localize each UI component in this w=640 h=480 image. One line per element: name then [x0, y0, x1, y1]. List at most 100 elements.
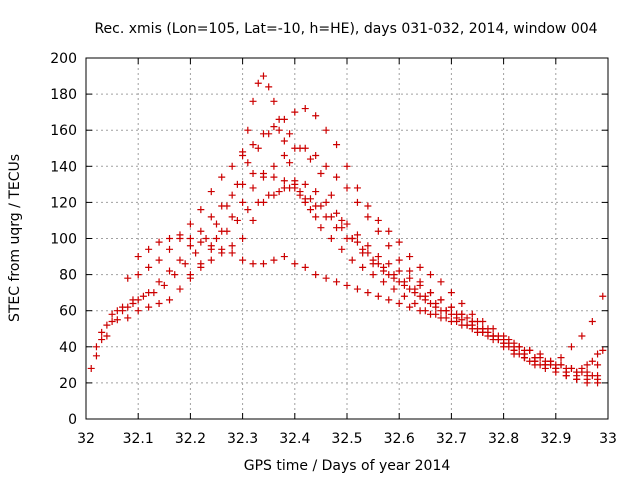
- data-point: [312, 151, 320, 159]
- data-point: [270, 256, 278, 264]
- data-point: [249, 97, 257, 105]
- data-point: [327, 213, 335, 221]
- data-point: [390, 271, 398, 279]
- data-point: [259, 260, 267, 268]
- data-point: [333, 141, 341, 149]
- data-point: [202, 235, 210, 242]
- data-point: [228, 162, 236, 170]
- data-point: [427, 289, 435, 297]
- data-point: [239, 198, 247, 206]
- data-point: [280, 151, 288, 159]
- data-point: [312, 188, 320, 196]
- chart-title: Rec. xmis (Lon=105, Lat=-10, h=HE), days…: [94, 21, 597, 37]
- data-point: [353, 231, 361, 239]
- data-point: [317, 202, 325, 210]
- data-point: [239, 256, 247, 264]
- x-tick-label: 32.6: [384, 431, 415, 447]
- data-point: [489, 325, 497, 333]
- data-point: [197, 263, 205, 271]
- data-point: [92, 352, 100, 360]
- data-point: [317, 224, 325, 232]
- data-point: [134, 253, 142, 261]
- data-point: [280, 177, 288, 185]
- data-point: [343, 220, 351, 228]
- data-point: [338, 224, 346, 232]
- data-point: [374, 227, 382, 235]
- y-tick-label: 20: [59, 376, 77, 392]
- data-point: [599, 292, 607, 300]
- data-point: [129, 296, 137, 304]
- data-point: [317, 170, 325, 178]
- data-point: [134, 307, 142, 315]
- data-point: [468, 310, 476, 318]
- data-point: [406, 253, 414, 261]
- data-point: [249, 216, 257, 224]
- data-point: [390, 285, 398, 293]
- data-point: [578, 332, 586, 340]
- data-point: [218, 249, 226, 257]
- data-point: [557, 361, 565, 369]
- y-tick-label: 60: [59, 304, 77, 320]
- x-tick-label: 32.3: [227, 431, 258, 447]
- data-point: [119, 307, 127, 315]
- data-point: [286, 130, 294, 138]
- data-point: [306, 206, 314, 214]
- data-point: [541, 364, 549, 372]
- data-point: [468, 318, 476, 326]
- data-point: [322, 162, 330, 170]
- data-point: [359, 245, 367, 253]
- data-point: [327, 191, 335, 199]
- data-point: [427, 271, 435, 279]
- data-point: [103, 321, 111, 329]
- data-point: [213, 235, 220, 242]
- data-point: [207, 213, 215, 221]
- data-point: [244, 126, 252, 134]
- data-point: [374, 292, 382, 300]
- data-point: [536, 361, 544, 369]
- data-point: [286, 159, 294, 167]
- data-point: [98, 328, 106, 336]
- data-point: [406, 303, 414, 311]
- data-point: [380, 278, 388, 286]
- data-point: [270, 162, 278, 170]
- x-tick-label: 32.8: [488, 431, 519, 447]
- x-tick-label: 32.7: [436, 431, 467, 447]
- data-point: [166, 296, 174, 304]
- data-point: [312, 213, 320, 221]
- data-point: [406, 267, 414, 275]
- data-point: [265, 83, 273, 91]
- data-point: [380, 263, 388, 271]
- data-point: [411, 285, 419, 293]
- y-tick-label: 160: [50, 123, 77, 139]
- data-point: [385, 296, 393, 304]
- data-point: [249, 170, 257, 178]
- data-point: [265, 191, 273, 199]
- data-point: [145, 245, 153, 253]
- data-point: [228, 191, 236, 199]
- data-point: [301, 180, 309, 188]
- data-point: [124, 314, 132, 322]
- data-point: [442, 307, 450, 315]
- axis-ticks: [85, 57, 609, 420]
- data-point: [301, 105, 309, 113]
- data-point: [406, 274, 414, 282]
- data-point: [333, 278, 341, 286]
- data-point: [447, 303, 455, 311]
- data-point: [333, 209, 341, 217]
- data-point: [207, 242, 215, 250]
- data-point: [113, 316, 121, 324]
- data-point: [594, 350, 602, 358]
- data-point: [395, 299, 403, 307]
- data-point: [442, 314, 450, 322]
- data-point: [484, 328, 492, 336]
- data-point: [134, 271, 142, 279]
- data-point: [421, 307, 429, 315]
- data-point: [176, 285, 184, 293]
- data-point: [244, 206, 252, 214]
- data-point: [197, 206, 205, 214]
- data-point: [411, 299, 419, 307]
- data-point: [547, 361, 555, 369]
- x-tick-label: 32.2: [175, 431, 206, 447]
- data-points: [87, 72, 607, 387]
